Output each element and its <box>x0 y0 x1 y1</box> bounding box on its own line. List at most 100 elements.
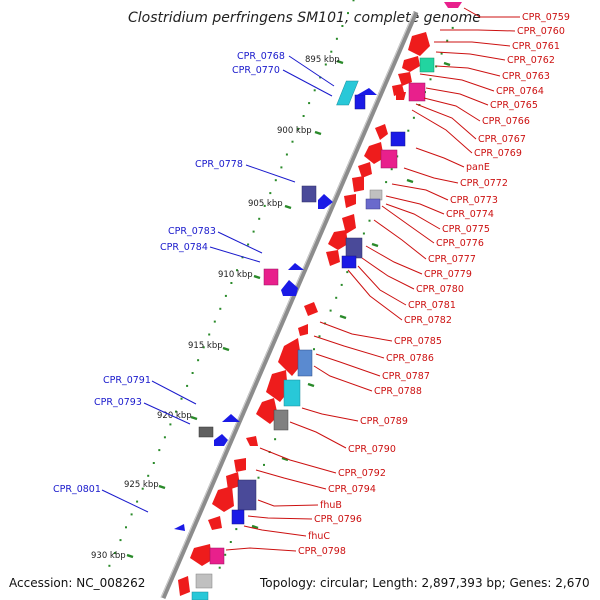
gene-feature[interactable] <box>263 268 279 286</box>
gene-feature[interactable] <box>408 82 426 102</box>
gene-label[interactable]: CPR_0762 <box>507 55 555 66</box>
gene-feature[interactable] <box>301 185 317 203</box>
gene-label[interactable]: CPR_0786 <box>386 353 434 364</box>
gene-label[interactable]: fhuB <box>320 500 342 511</box>
gene-feature[interactable] <box>342 214 356 234</box>
gene-feature[interactable] <box>444 2 462 8</box>
gene-feature[interactable] <box>352 176 364 192</box>
gene-label[interactable]: CPR_0761 <box>512 41 560 52</box>
gene-feature[interactable] <box>234 458 246 472</box>
gene-label[interactable]: CPR_0763 <box>502 71 550 82</box>
gene-feature[interactable] <box>364 142 384 164</box>
gene-feature[interactable] <box>358 162 372 178</box>
gene-label[interactable]: fhuC <box>308 531 330 542</box>
gene-label[interactable]: CPR_0784 <box>160 242 208 253</box>
gene-feature[interactable] <box>345 237 363 259</box>
gene-feature[interactable] <box>341 255 357 269</box>
gene-label[interactable]: CPR_0789 <box>360 416 408 427</box>
gene-feature[interactable] <box>198 426 214 438</box>
gene-feature[interactable] <box>281 280 298 296</box>
gene-label[interactable]: CPR_0781 <box>408 300 456 311</box>
gene-label[interactable]: CPR_0782 <box>404 315 452 326</box>
gene-feature[interactable] <box>266 370 288 402</box>
gene-feature[interactable] <box>318 194 333 209</box>
gene-label[interactable]: CPR_0793 <box>94 397 142 408</box>
gene-label[interactable]: CPR_0785 <box>394 336 442 347</box>
gene-feature[interactable] <box>380 149 398 169</box>
gene-label[interactable]: CPR_0768 <box>237 51 285 62</box>
gene-feature[interactable] <box>357 88 377 95</box>
gene-feature[interactable] <box>288 263 304 270</box>
gene-label[interactable]: CPR_0769 <box>474 148 522 159</box>
gene-feature[interactable] <box>304 302 318 316</box>
gene-feature[interactable] <box>365 198 381 210</box>
gene-feature[interactable] <box>174 524 185 531</box>
gene-label[interactable]: CPR_0780 <box>416 284 464 295</box>
gene-feature[interactable] <box>212 486 234 512</box>
gene-label[interactable]: CPR_0773 <box>450 195 498 206</box>
gene-feature[interactable] <box>298 324 308 336</box>
gene-feature[interactable] <box>344 194 356 208</box>
gene-label[interactable]: CPR_0767 <box>478 134 526 145</box>
leader-line <box>301 407 359 422</box>
gene-label[interactable]: CPR_0777 <box>428 254 476 265</box>
gene-label[interactable]: CPR_0774 <box>446 209 494 220</box>
gene-feature[interactable] <box>226 472 240 490</box>
gene-feature[interactable] <box>214 434 228 446</box>
gene-label[interactable]: CPR_0779 <box>424 269 472 280</box>
leader-line <box>403 167 459 184</box>
gene-feature[interactable] <box>326 250 340 266</box>
gene-feature[interactable] <box>208 516 222 530</box>
gene-feature[interactable] <box>283 379 301 407</box>
gene-feature[interactable] <box>390 131 406 147</box>
gene-label[interactable]: CPR_0759 <box>522 12 570 23</box>
gene-label[interactable]: CPR_0776 <box>436 238 484 249</box>
gene-feature[interactable] <box>209 547 225 565</box>
gene-label[interactable]: CPR_0783 <box>168 226 216 237</box>
gene-label[interactable]: panE <box>466 162 490 173</box>
gene-label[interactable]: CPR_0787 <box>382 371 430 382</box>
gene-label[interactable]: CPR_0766 <box>482 116 530 127</box>
gene-label[interactable]: CPR_0764 <box>496 86 544 97</box>
gene-feature[interactable] <box>297 349 313 377</box>
gene-label[interactable]: CPR_0778 <box>195 159 243 170</box>
gene-feature[interactable] <box>246 436 258 446</box>
gene-label[interactable]: CPR_0791 <box>103 375 151 386</box>
tick-dot <box>213 320 216 323</box>
gene-feature[interactable] <box>402 56 420 72</box>
gene-label[interactable]: CPR_0801 <box>53 484 101 495</box>
gene-label[interactable]: CPR_0775 <box>442 224 490 235</box>
gene-feature[interactable] <box>375 124 388 140</box>
gene-feature[interactable] <box>231 509 245 525</box>
gene-label[interactable]: CPR_0788 <box>374 386 422 397</box>
gene-feature[interactable] <box>419 57 435 73</box>
gene-label[interactable]: CPR_0772 <box>460 178 508 189</box>
gene-label[interactable]: CPR_0794 <box>328 484 376 495</box>
gene-feature[interactable] <box>222 414 240 422</box>
gene-feature[interactable] <box>278 338 302 376</box>
gene-feature[interactable] <box>237 479 257 511</box>
tick-dot <box>451 26 454 29</box>
gene-label[interactable]: CPR_0792 <box>338 468 386 479</box>
gene-feature[interactable] <box>336 80 359 106</box>
gene-label[interactable]: CPR_0796 <box>314 514 362 525</box>
gene-feature[interactable] <box>354 94 366 110</box>
gene-label[interactable]: CPR_0765 <box>490 100 538 111</box>
gene-label[interactable]: CPR_0790 <box>348 444 396 455</box>
gene-feature[interactable] <box>328 230 348 250</box>
gene-feature[interactable] <box>398 72 412 86</box>
gene-feature[interactable] <box>256 398 278 424</box>
gene-feature[interactable] <box>178 576 190 596</box>
gene-label[interactable]: CPR_0760 <box>517 26 565 37</box>
gene-feature[interactable] <box>408 32 430 56</box>
gene-label[interactable]: CPR_0798 <box>298 546 346 557</box>
tick-dot <box>130 513 133 516</box>
scale-label: 895 kbp <box>305 55 340 65</box>
gene-feature[interactable] <box>195 573 213 589</box>
gene-feature[interactable] <box>191 591 209 600</box>
gene-feature[interactable] <box>396 92 406 100</box>
gene-feature[interactable] <box>369 189 383 201</box>
gene-feature[interactable] <box>273 409 289 431</box>
gene-label[interactable]: CPR_0770 <box>232 65 280 76</box>
gene-feature[interactable] <box>190 544 212 566</box>
